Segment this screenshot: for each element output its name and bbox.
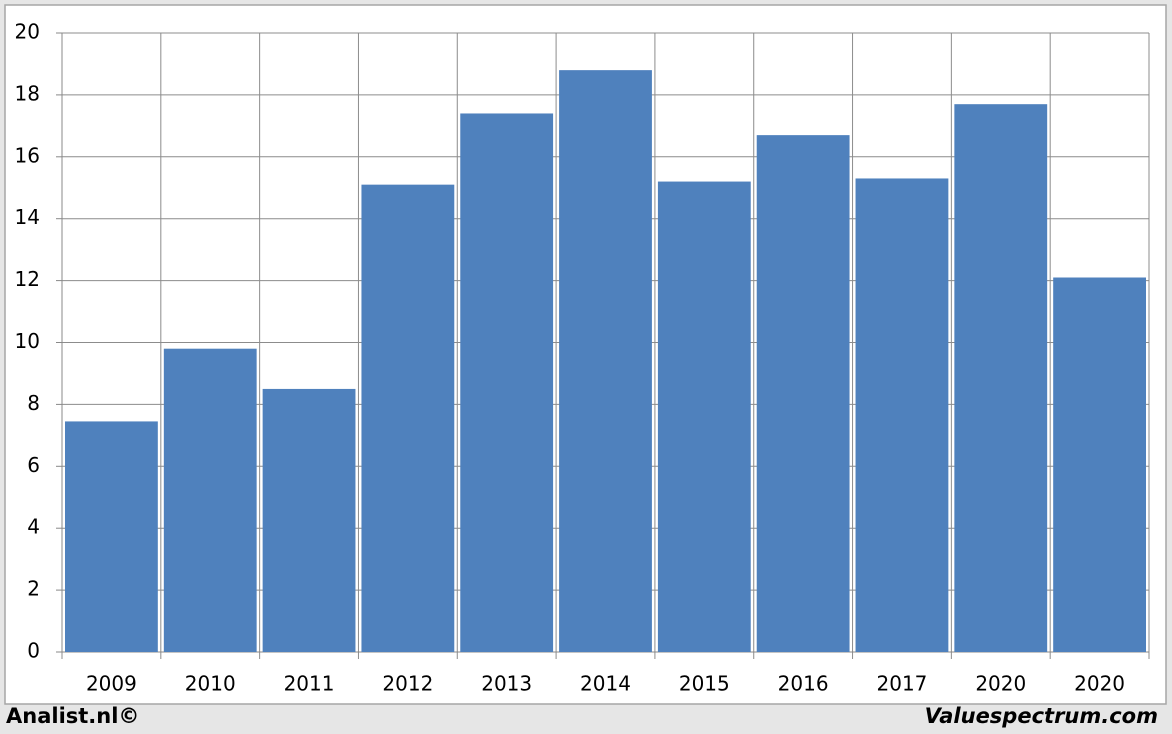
watermark: Valuespectrum.com: [925, 704, 1158, 728]
bar: [262, 388, 356, 652]
y-tick-label: 2: [27, 577, 40, 601]
y-tick-label: 6: [27, 453, 40, 477]
y-tick-label: 0: [27, 639, 40, 663]
y-tick-label: 8: [27, 391, 40, 415]
x-tick-label: 2010: [185, 672, 236, 696]
y-tick-label: 10: [15, 329, 40, 353]
x-tick-label: 2015: [679, 672, 730, 696]
bar: [460, 113, 554, 653]
x-tick-label: 2020: [975, 672, 1026, 696]
y-tick-label: 20: [15, 20, 40, 44]
y-tick-label: 16: [15, 143, 40, 167]
bar: [65, 421, 158, 652]
x-tick-label: 2016: [778, 672, 829, 696]
x-tick-label: 2012: [382, 672, 433, 696]
bar: [855, 178, 949, 652]
x-tick-label: 2020: [1074, 672, 1125, 696]
x-tick-label: 2013: [481, 672, 532, 696]
x-tick-label: 2017: [877, 672, 928, 696]
bar: [954, 104, 1048, 652]
bar: [361, 184, 455, 652]
bar: [163, 348, 257, 652]
y-tick-label: 14: [15, 205, 40, 229]
bar: [756, 135, 850, 652]
y-tick-label: 4: [27, 515, 40, 539]
x-tick-label: 2014: [580, 672, 631, 696]
x-tick-label: 2011: [284, 672, 335, 696]
bar: [657, 181, 751, 652]
y-tick-label: 18: [15, 81, 40, 105]
bar: [559, 70, 652, 652]
source: Analist.nl©: [6, 704, 139, 728]
y-tick-label: 12: [15, 267, 40, 291]
bar: [1053, 277, 1146, 652]
x-tick-label: 2009: [86, 672, 137, 696]
